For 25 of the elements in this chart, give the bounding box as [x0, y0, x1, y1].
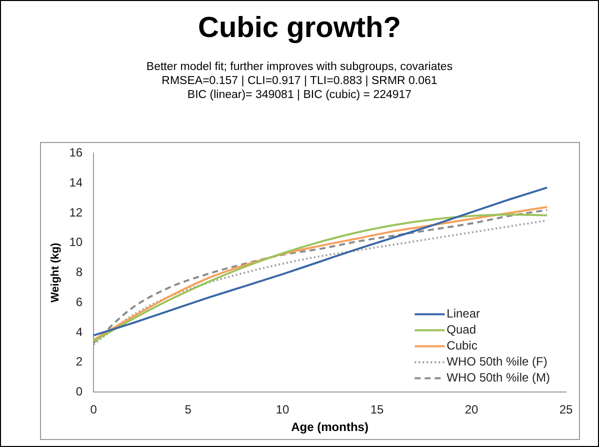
y-tick-label: 14: [69, 175, 83, 190]
y-tick-label: 16: [69, 146, 83, 160]
y-tick-label: 6: [76, 294, 83, 309]
x-axis-title: Age (months): [291, 420, 368, 434]
x-tick-label: 15: [370, 402, 384, 417]
y-tick-label: 12: [69, 205, 83, 220]
y-tick-label: 10: [69, 235, 83, 250]
y-tick-label: 2: [76, 354, 83, 369]
x-tick-label: 25: [559, 402, 573, 417]
y-tick-label: 0: [76, 384, 83, 399]
legend-label: Linear: [446, 306, 480, 321]
legend-label: WHO 50th %ile (F): [446, 354, 548, 369]
y-tick-label: 8: [76, 265, 83, 280]
chart-title: Cubic growth?: [197, 12, 402, 45]
legend-label: Quad: [446, 322, 476, 337]
x-tick-label: 5: [184, 402, 192, 417]
legend-label: WHO 50th %ile (M): [446, 370, 550, 385]
y-tick-label: 4: [76, 324, 83, 339]
x-tick-label: 10: [276, 402, 290, 417]
x-tick-label: 0: [90, 402, 98, 417]
chart-subtitle: Better model fit; further improves with subgroups, covariates RMSEA=0.157 | CLI=0.917 | TLI=0.883 | SRMR 0.061 BIC (linear)= 349081 | BIC (cubic) = 224917: [145, 60, 454, 102]
y-axis-title: Weight (kg): [50, 242, 62, 303]
line-series: [94, 186, 548, 336]
legend-label: Cubic: [446, 338, 478, 353]
x-tick-label: 20: [464, 402, 479, 417]
